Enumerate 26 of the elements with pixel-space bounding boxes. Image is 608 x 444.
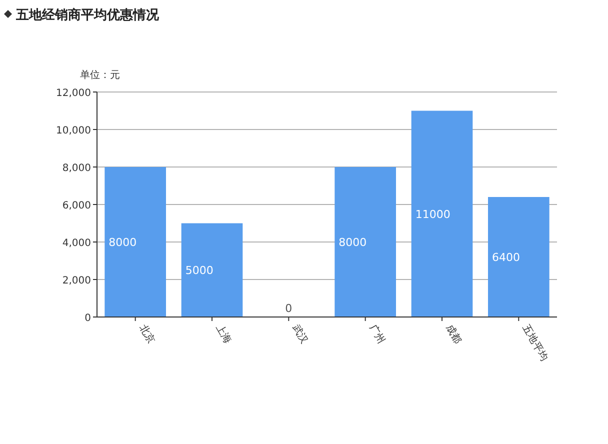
x-tick-label: 五地平均 (520, 322, 550, 364)
x-tick-label: 北京 (136, 322, 158, 346)
data-label: 8000 (338, 236, 367, 249)
data-label: 11000 (415, 208, 450, 221)
y-tick-label: 6,000 (62, 200, 91, 212)
bar (181, 223, 243, 317)
y-tick-label: 2,000 (62, 276, 91, 286)
y-tick-label: 10,000 (56, 126, 91, 136)
text: 单位：元 (80, 69, 120, 81)
x-tick-label: 武汉 (290, 322, 310, 346)
bar (411, 110, 473, 317)
bar (334, 167, 396, 317)
x-tick-label: 广州 (366, 322, 388, 346)
x-tick-label: 上海 (213, 322, 234, 346)
y-tick-label: 4,000 (62, 238, 91, 249)
y-tick-label: 8,000 (62, 163, 91, 174)
x-tick-label: 成都 (443, 322, 464, 346)
data-label: 5000 (185, 264, 214, 278)
data-label: 6400 (492, 251, 520, 264)
bar (488, 197, 550, 317)
bar (104, 167, 166, 317)
y-tick-label: 12,000 (56, 88, 91, 99)
chart-title: 五地经销商平均优惠情况 (15, 7, 160, 23)
data-label: 8000 (108, 236, 137, 249)
y-tick-label: 0 (84, 313, 91, 324)
data-label: 0 (285, 302, 292, 315)
